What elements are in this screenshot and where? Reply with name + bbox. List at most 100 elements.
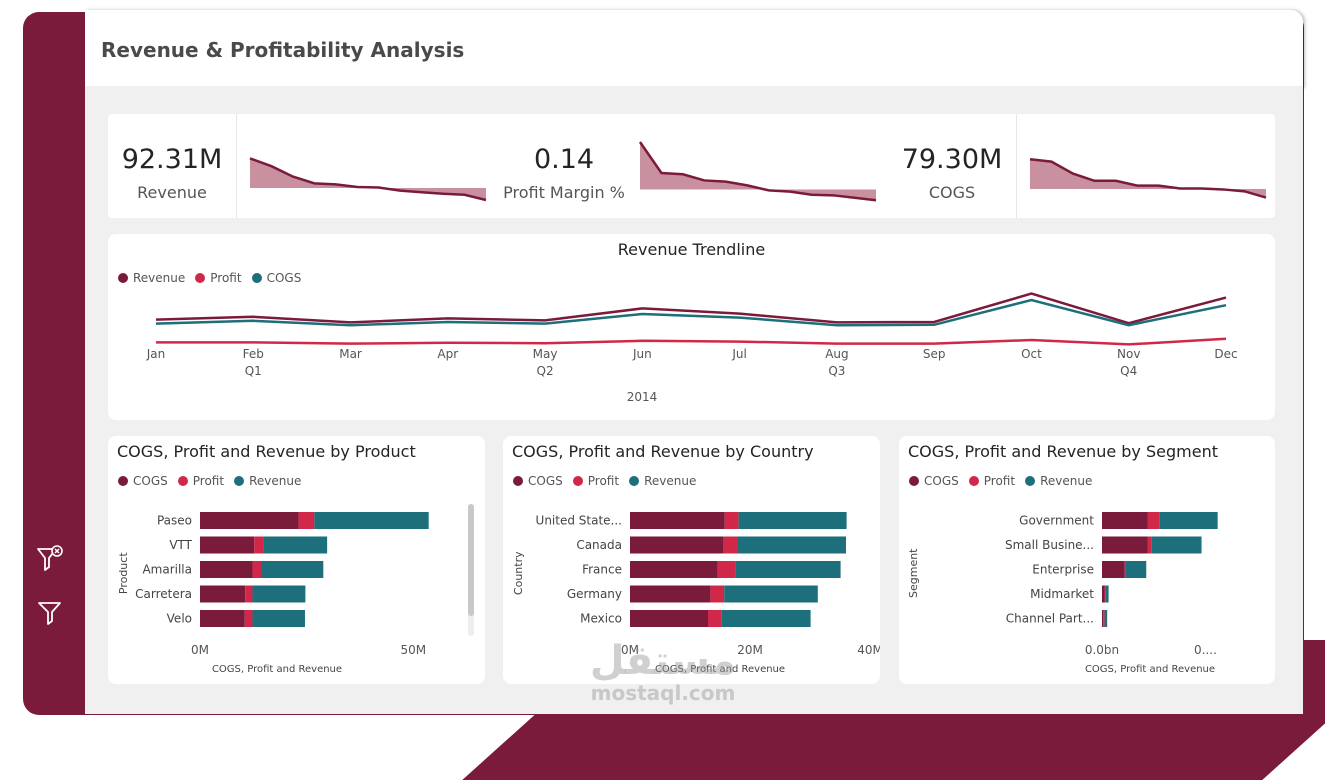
bar-revenue[interactable] [1159,512,1218,529]
x-tick-label: 50M [401,643,427,657]
product-chart-title: COGS, Profit and Revenue by Product [117,442,416,461]
bar-cogs[interactable] [1102,561,1125,578]
bar-cogs[interactable] [630,561,718,578]
bar-cogs[interactable] [200,585,246,603]
bar-profit[interactable] [252,561,262,578]
axis-title: Segment [907,548,920,598]
bar-profit[interactable] [1124,561,1126,578]
bar-profit[interactable] [1104,585,1106,603]
bar-profit[interactable] [724,512,739,529]
watermark: مستقل mostaql.com [583,640,743,704]
bar-revenue[interactable] [738,512,847,529]
bar-profit[interactable] [708,610,722,627]
kpi-cogs-value: 79.30M [901,144,1003,175]
trendline-card: Revenue Trendline Revenue Profit COGS Ja… [108,234,1275,420]
x-tick-label: 20M [737,643,763,657]
bar-profit[interactable] [710,585,725,603]
kpi-revenue-value: 92.31M [121,144,223,175]
x-tick-label: Nov [1117,347,1140,361]
legend-dot [177,476,188,486]
bar-cogs[interactable] [200,512,299,529]
bar-cogs[interactable] [630,585,711,603]
trendline-chart: Jan Feb Mar Apr May Jun Jul Aug Sep Oct Nov Dec Q1 Q2… [146,292,1238,404]
country-bar-chart: United State... Canada France Germany Mexico… [512,512,880,675]
legend-dot [234,476,245,486]
bar-revenue[interactable] [724,585,818,603]
bar-revenue[interactable] [1105,585,1109,603]
bar-cogs[interactable] [630,536,723,554]
x-tick-label: Mar [339,347,362,361]
category-label: Mexico [580,612,622,626]
year-label: 2014 [627,390,658,404]
bar-revenue[interactable] [252,585,306,603]
bar-cogs[interactable] [200,561,253,578]
x-tick-label: Jan [146,347,166,361]
x-tick-label: Jun [632,347,652,361]
bar-profit[interactable] [245,585,253,603]
quarter-label: Q3 [828,364,845,378]
category-label: Germany [567,587,622,601]
category-label: United State... [536,514,622,528]
sparkline-area [250,158,486,200]
bar-revenue[interactable] [1125,561,1147,578]
bar-revenue[interactable] [252,610,305,627]
bar-profit[interactable] [254,536,264,554]
bar-revenue[interactable] [314,512,429,529]
bar-cogs[interactable] [1102,536,1148,554]
sparkline-line [1029,157,1267,199]
divider [236,114,237,218]
bar-profit[interactable] [298,512,315,529]
legend-label: COGS [266,271,302,285]
category-label: Channel Part... [1006,612,1094,626]
legend-label: Revenue [249,474,302,488]
category-label: Midmarket [1030,587,1094,601]
bar-cogs[interactable] [1102,585,1105,603]
x-tick-label: Dec [1214,347,1237,361]
bar-revenue[interactable] [735,561,841,578]
bar-profit[interactable] [244,610,253,627]
filter-icon[interactable] [36,599,64,627]
watermark-latin: mostaql.com [590,681,736,705]
filter-clear-icon[interactable] [36,545,64,573]
sparkline-area [640,142,876,201]
trendline-title: Revenue Trendline [617,240,766,259]
bar-cogs[interactable] [1102,512,1148,529]
axis-title: Country [512,551,525,595]
category-label: VTT [169,538,192,552]
x-axis-title: COGS, Profit and Revenue [1085,664,1215,675]
legend-dot [629,476,640,486]
x-tick-label: Apr [437,347,458,361]
trend-series-cogs [155,298,1227,327]
bar-cogs[interactable] [200,536,255,554]
bar-revenue[interactable] [261,561,324,578]
segment-chart-legend: COGS Profit Revenue [909,474,1092,488]
legend-label: Revenue [133,271,186,285]
legend-dot [251,273,262,283]
quarter-label: Q4 [1120,364,1137,378]
bar-cogs[interactable] [630,610,708,627]
bar-cogs[interactable] [1102,610,1104,627]
bar-cogs[interactable] [200,610,245,627]
bar-revenue[interactable] [721,610,811,627]
legend-dot [1025,476,1036,486]
x-tick-label: 0.0bn [1085,643,1119,657]
x-tick-label: Feb [243,347,264,361]
legend-dot [195,273,206,283]
scrollbar-thumb[interactable] [468,504,474,616]
bar-cogs[interactable] [630,512,725,529]
bar-revenue[interactable] [1104,610,1108,627]
bar-profit[interactable] [717,561,736,578]
legend-label: Revenue [644,474,697,488]
x-tick-label: 0M [621,643,639,657]
bar-profit[interactable] [1103,610,1105,627]
bar-profit[interactable] [723,536,738,554]
legend-dot [118,273,128,283]
bar-profit[interactable] [1147,512,1160,529]
kpi-strip: 92.31M Revenue 0.14 Profit Margin % 79.3… [108,114,1275,218]
bar-revenue[interactable] [738,536,846,554]
category-label: Canada [576,538,622,552]
bar-revenue[interactable] [263,536,328,554]
bar-profit[interactable] [1147,536,1152,554]
bar-revenue[interactable] [1151,536,1202,554]
product-chart-card: COGS, Profit and Revenue by Product COGS… [108,436,485,684]
